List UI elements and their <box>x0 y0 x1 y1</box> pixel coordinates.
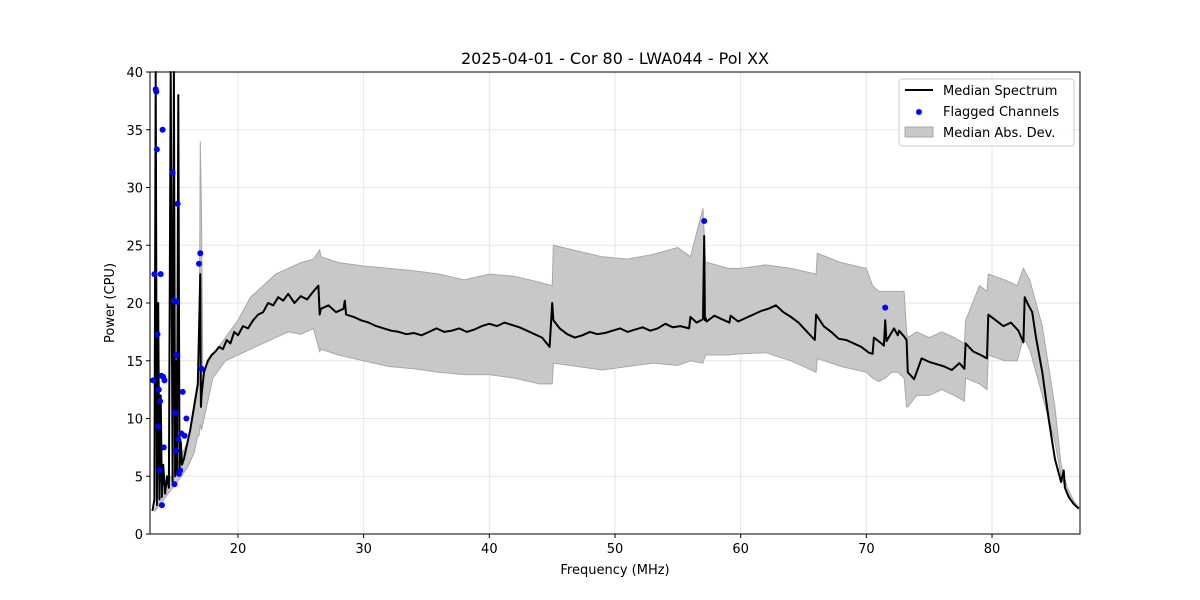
flagged-channel-point <box>153 146 160 153</box>
x-axis-ticks: 20 30 40 50 60 70 80 <box>230 534 1001 557</box>
flagged-channel-point <box>196 260 202 267</box>
flagged-channel-point <box>173 352 180 358</box>
y-tick-label: 0 <box>135 528 143 543</box>
flagged-channel-point <box>174 200 181 207</box>
flagged-channel-point <box>171 481 178 488</box>
y-tick-label: 35 <box>126 124 143 139</box>
flagged-channel-point <box>198 365 205 372</box>
x-axis-label: Frequency (MHz) <box>560 563 669 578</box>
flagged-channel-point <box>150 377 157 384</box>
x-tick-label: 30 <box>355 542 372 557</box>
flagged-channel-point <box>882 304 889 311</box>
y-tick-label: 5 <box>135 470 143 485</box>
flagged-channel-point <box>159 126 166 133</box>
flagged-channel-point <box>160 444 167 451</box>
flagged-channel-point <box>197 250 204 257</box>
chart-title: 2025-04-01 - Cor 80 - LWA044 - Pol XX <box>461 49 769 68</box>
flagged-channel-point <box>158 502 165 509</box>
flagged-channel-point <box>156 467 163 474</box>
legend-box <box>898 78 1075 147</box>
flagged-channel-point <box>175 436 182 443</box>
flagged-channel-point <box>172 409 179 416</box>
flagged-channel-point <box>701 218 708 224</box>
legend-median-label: Median Spectrum <box>943 84 1057 99</box>
flagged-channel-point <box>183 415 190 422</box>
flagged-channel-point <box>181 432 188 439</box>
legend-flagged-swatch <box>916 109 922 115</box>
flagged-channel-point <box>174 298 180 305</box>
legend-mad-swatch <box>904 126 934 138</box>
x-tick-label: 70 <box>858 542 875 557</box>
legend-flagged-label: Flagged Channels <box>943 105 1059 120</box>
y-tick-label: 20 <box>126 297 143 312</box>
y-axis-ticks: 0 5 10 15 20 25 30 35 40 <box>126 66 150 543</box>
flagged-channel-point <box>153 88 160 95</box>
flagged-channel-point <box>155 386 162 393</box>
legend: Median Spectrum Flagged Channels Median … <box>898 78 1075 147</box>
x-tick-label: 20 <box>230 542 247 557</box>
flagged-channel-point <box>155 423 162 430</box>
y-tick-label: 40 <box>126 66 143 81</box>
median-spectrum-line <box>151 71 1080 512</box>
flagged-channel-point <box>157 398 164 405</box>
flagged-channel-point <box>172 447 179 454</box>
x-tick-label: 80 <box>984 542 1001 557</box>
flagged-points-layer <box>150 86 889 509</box>
flagged-channel-point <box>169 169 176 176</box>
flagged-channel-point <box>179 388 186 395</box>
flagged-channel-point <box>154 331 161 338</box>
y-tick-label: 25 <box>126 239 143 254</box>
flagged-channel-point <box>151 271 158 278</box>
y-tick-label: 30 <box>126 182 143 197</box>
legend-mad-label: Median Abs. Dev. <box>943 126 1055 141</box>
flagged-channel-point <box>177 467 184 474</box>
x-tick-label: 60 <box>732 542 749 557</box>
x-tick-label: 40 <box>481 542 498 557</box>
y-tick-label: 15 <box>126 355 143 370</box>
median-line-layer <box>151 71 1080 512</box>
flagged-channel-point <box>161 377 168 384</box>
x-tick-label: 50 <box>607 542 624 557</box>
y-tick-label: 10 <box>126 413 143 428</box>
flagged-channel-point <box>157 271 164 278</box>
y-axis-label: Power (CPU) <box>103 263 118 343</box>
